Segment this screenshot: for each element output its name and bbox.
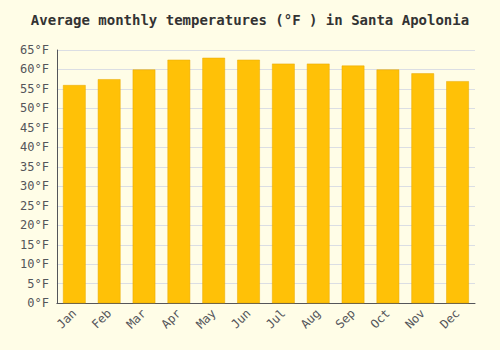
- svg-text:Oct: Oct: [368, 306, 393, 331]
- svg-text:Sep: Sep: [333, 306, 358, 331]
- svg-text:Nov: Nov: [402, 306, 427, 331]
- svg-text:25°F: 25°F: [20, 199, 49, 213]
- svg-text:40°F: 40°F: [20, 140, 49, 154]
- svg-text:Jan: Jan: [54, 306, 79, 331]
- svg-text:Jun: Jun: [228, 306, 253, 331]
- svg-text:10°F: 10°F: [20, 257, 49, 271]
- svg-text:May: May: [193, 306, 218, 331]
- svg-text:Mar: Mar: [124, 306, 149, 331]
- svg-text:30°F: 30°F: [20, 179, 49, 193]
- svg-text:60°F: 60°F: [20, 62, 49, 76]
- svg-text:Apr: Apr: [159, 306, 184, 331]
- svg-text:Dec: Dec: [437, 306, 462, 331]
- svg-text:5°F: 5°F: [27, 277, 49, 291]
- svg-text:45°F: 45°F: [20, 121, 49, 135]
- svg-text:65°F: 65°F: [20, 43, 49, 57]
- svg-text:15°F: 15°F: [20, 238, 49, 252]
- svg-text:Feb: Feb: [89, 306, 114, 331]
- svg-text:55°F: 55°F: [20, 82, 49, 96]
- svg-text:50°F: 50°F: [20, 101, 49, 115]
- svg-text:0°F: 0°F: [27, 296, 49, 310]
- svg-text:Jul: Jul: [263, 306, 288, 331]
- svg-text:Aug: Aug: [298, 306, 323, 331]
- svg-text:35°F: 35°F: [20, 160, 49, 174]
- svg-text:Average monthly temperatures (: Average monthly temperatures (°F ) in Sa…: [31, 12, 469, 28]
- svg-text:20°F: 20°F: [20, 218, 49, 232]
